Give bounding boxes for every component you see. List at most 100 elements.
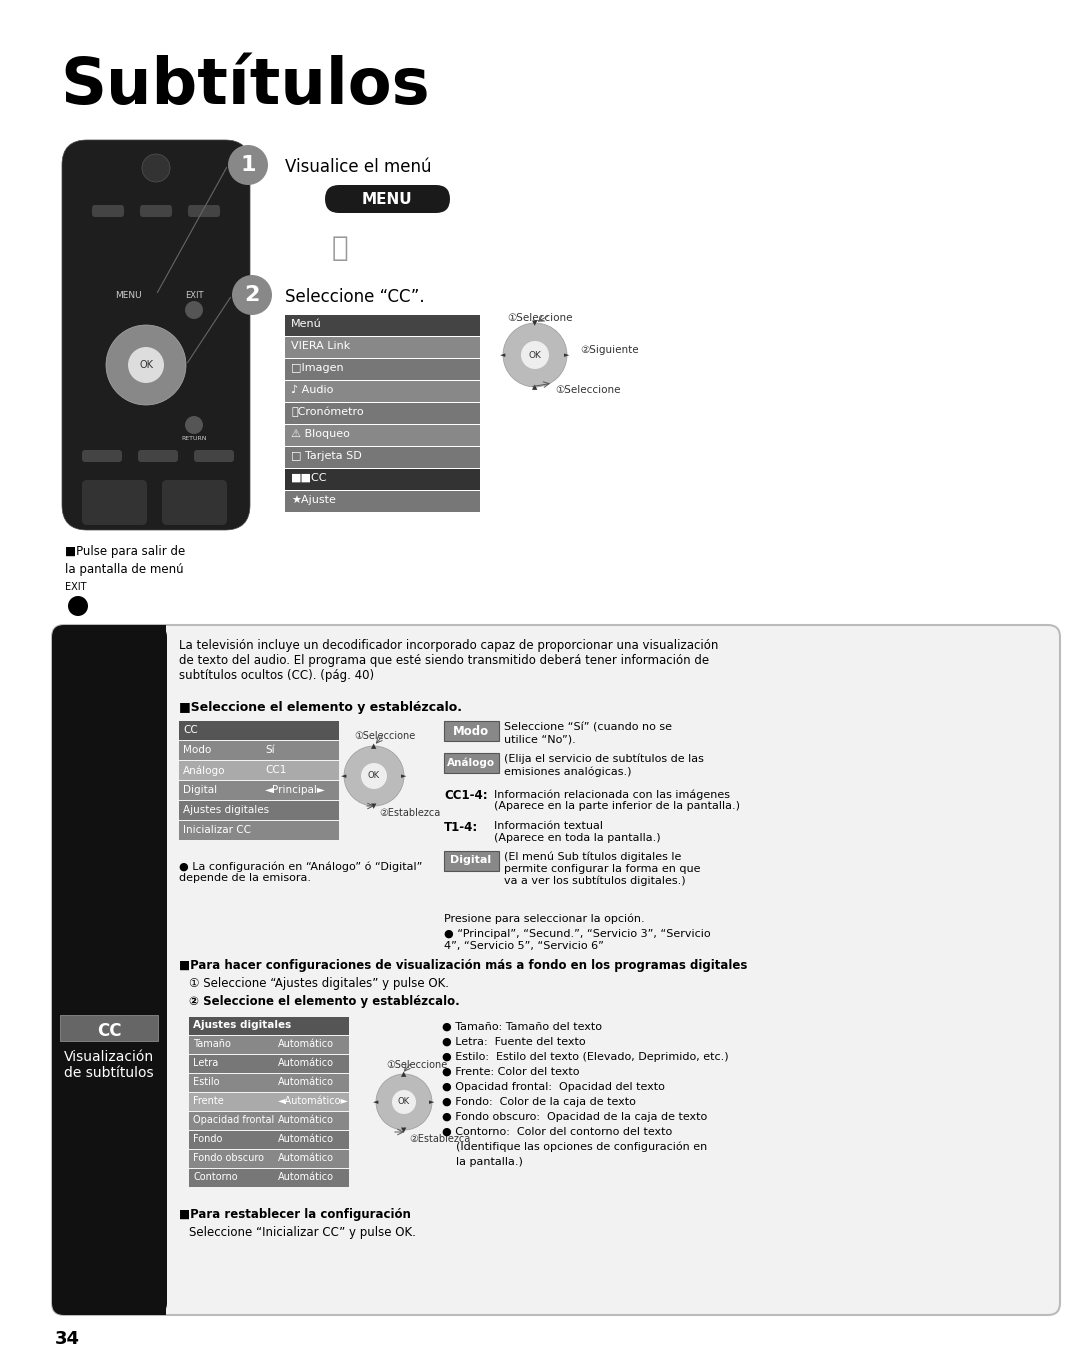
Text: Digital: Digital [450,855,491,866]
Text: CC1-4:: CC1-4: [444,789,488,801]
Bar [285,469,480,491]
Text: CC1: CC1 [265,765,286,776]
Text: Automático: Automático [278,1058,334,1069]
Bar [285,425,480,446]
Text: ● Contorno:  Color del contorno del texto: ● Contorno: Color del contorno del texto [442,1127,672,1137]
Text: OK: OK [397,1097,410,1107]
Text: Ajustes digitales: Ajustes digitales [193,1020,292,1030]
Text: ♪ Audio: ♪ Audio [291,384,334,395]
Text: Automático: Automático [278,1039,334,1050]
Text: (Elija el servicio de subtítulos de las
emisiones analógicas.): (Elija el servicio de subtítulos de las … [504,754,704,777]
Text: ①Seleccione: ①Seleccione [386,1060,447,1070]
Text: ◄: ◄ [500,352,505,358]
Text: EXIT: EXIT [65,582,86,592]
Text: EXIT: EXIT [185,290,203,300]
Circle shape [68,596,87,616]
Text: MENU: MENU [114,290,141,300]
Text: (Identifique las opciones de configuración en: (Identifique las opciones de configuraci… [442,1142,707,1153]
Text: □Imagen: □Imagen [291,363,343,373]
Text: Análogo: Análogo [183,765,226,776]
Circle shape [392,1090,416,1114]
Text: Estilo: Estilo [193,1077,219,1088]
Circle shape [503,323,567,387]
Text: Opacidad frontal: Opacidad frontal [193,1115,274,1124]
Text: Automático: Automático [278,1153,334,1163]
Text: ● Frente: Color del texto: ● Frente: Color del texto [442,1067,580,1077]
Bar [179,821,339,840]
Bar [189,1131,349,1149]
Text: OK: OK [528,350,541,360]
Text: Tamaño: Tamaño [193,1039,231,1050]
Text: 1: 1 [240,155,256,174]
FancyBboxPatch shape [62,140,249,530]
Text: OK: OK [368,771,380,781]
Text: ⏰Cronómetro: ⏰Cronómetro [291,408,364,417]
Text: Visualización
de subtítulos: Visualización de subtítulos [64,1050,154,1081]
Text: 34: 34 [55,1330,80,1348]
Text: 🖐: 🖐 [332,234,349,262]
Circle shape [521,341,549,369]
Text: ②Establezca: ②Establezca [409,1134,470,1144]
Circle shape [106,324,186,405]
Text: ▲: ▲ [532,384,538,390]
Circle shape [185,301,203,319]
Text: Automático: Automático [278,1077,334,1088]
Text: Automático: Automático [278,1134,334,1144]
Text: Modo: Modo [183,746,212,755]
Text: Letra: Letra [193,1058,218,1069]
Circle shape [141,154,170,183]
Text: ● Fondo obscuro:  Opacidad de la caja de texto: ● Fondo obscuro: Opacidad de la caja de … [442,1112,707,1122]
Text: Información relacionada con las imágenes
(Aparece en la parte inferior de la pan: Información relacionada con las imágenes… [494,789,740,811]
Bar [179,721,339,740]
Text: CC: CC [183,725,198,735]
Text: ①Seleccione: ①Seleccione [354,731,415,741]
Text: ►: ► [430,1099,434,1105]
Text: MENU: MENU [362,191,413,207]
FancyBboxPatch shape [82,480,147,525]
Text: ■Para restablecer la configuración: ■Para restablecer la configuración [179,1208,410,1221]
Text: T1-4:: T1-4: [444,821,478,834]
Circle shape [232,275,272,315]
Text: Modo: Modo [453,725,489,737]
Text: Visualice el menú: Visualice el menú [285,158,432,176]
Text: ■Seleccione el elemento y establézcalo.: ■Seleccione el elemento y establézcalo. [179,701,462,714]
Text: OK: OK [139,360,153,369]
Text: ● “Principal”, “Secund.”, “Servicio 3”, “Servicio
4”, “Servicio 5”, “Servicio 6”: ● “Principal”, “Secund.”, “Servicio 3”, … [444,930,711,950]
Text: ● Fondo:  Color de la caja de texto: ● Fondo: Color de la caja de texto [442,1097,636,1107]
Text: Fondo: Fondo [193,1134,222,1144]
Text: 2: 2 [244,285,259,305]
Bar [189,1074,349,1092]
FancyBboxPatch shape [140,204,172,217]
Circle shape [345,746,404,806]
Bar [189,1017,349,1035]
Bar [285,403,480,424]
Text: Presione para seleccionar la opción.: Presione para seleccionar la opción. [444,913,645,924]
Text: Seleccione “Inicializar CC” y pulse OK.: Seleccione “Inicializar CC” y pulse OK. [189,1225,416,1239]
Text: Análogo: Análogo [447,756,495,767]
Text: ②Establezca: ②Establezca [379,808,441,818]
Bar [189,1169,349,1187]
Text: ►: ► [402,773,407,780]
Text: la pantalla.): la pantalla.) [442,1157,523,1167]
Text: CC: CC [97,1022,121,1040]
Text: ● Opacidad frontal:  Opacidad del texto: ● Opacidad frontal: Opacidad del texto [442,1082,665,1092]
FancyBboxPatch shape [194,450,234,462]
Bar [179,801,339,821]
Text: ■Pulse para salir de: ■Pulse para salir de [65,545,186,557]
Bar [444,752,499,773]
Text: ①Seleccione: ①Seleccione [507,313,572,323]
Bar [60,1015,158,1041]
Text: ▼: ▼ [532,320,538,326]
Text: ►: ► [565,352,569,358]
Bar [444,721,499,741]
Text: ①Seleccione: ①Seleccione [555,384,621,395]
Text: ① Seleccione “Ajustes digitales” y pulse OK.: ① Seleccione “Ajustes digitales” y pulse… [189,977,449,990]
Text: la pantalla de menú: la pantalla de menú [65,563,184,577]
Bar [285,315,480,337]
Text: ◄: ◄ [374,1099,379,1105]
Text: Subtítulos: Subtítulos [60,55,430,117]
FancyBboxPatch shape [325,185,450,213]
Text: Inicializar CC: Inicializar CC [183,825,251,836]
Text: Sí: Sí [265,746,274,755]
Text: Automático: Automático [278,1172,334,1182]
